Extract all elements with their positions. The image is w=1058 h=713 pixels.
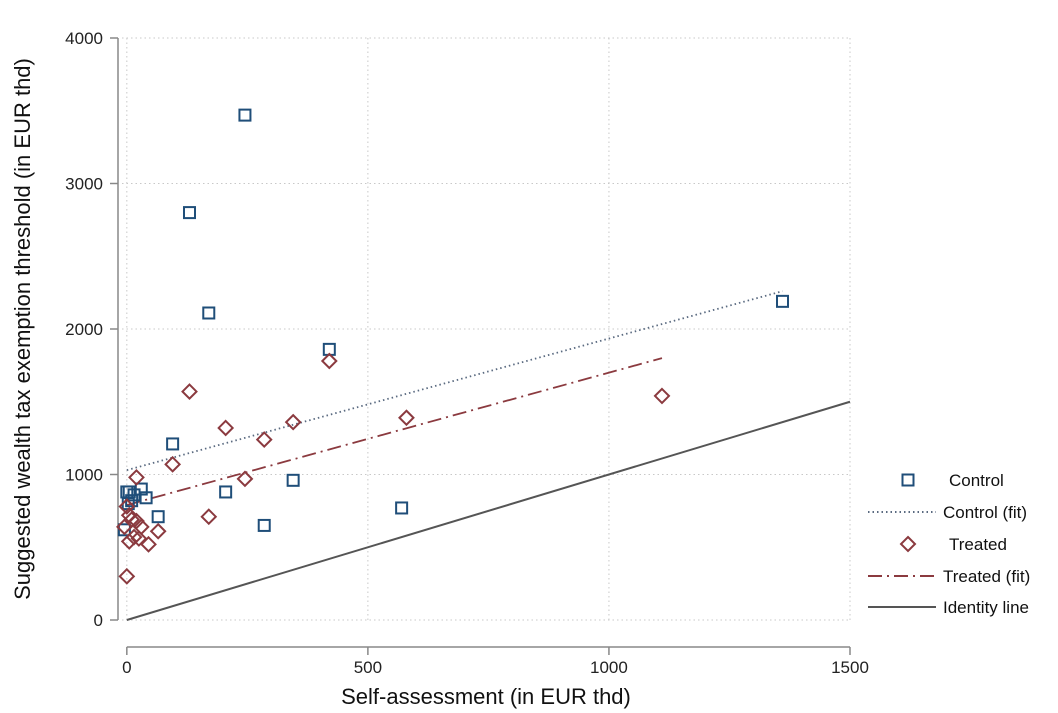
y-axis-title: Suggested wealth tax exemption threshold… xyxy=(10,58,35,600)
treated-point xyxy=(653,387,671,405)
control-point xyxy=(257,518,271,532)
control-point xyxy=(139,491,153,505)
legend-label-treated-fit: Treated (fit) xyxy=(943,567,1030,586)
legend: Control Control (fit) Treated Treated (fit)… xyxy=(868,471,1030,617)
legend-treated-marker xyxy=(899,535,917,553)
treated-point xyxy=(236,470,254,488)
x-tick-label: 0 xyxy=(122,658,131,677)
treated-point xyxy=(128,468,145,486)
series xyxy=(115,108,851,621)
x-tick-label: 1000 xyxy=(590,658,628,677)
tick-labels: 0 1000 2000 3000 4000 0 500 1000 1500 xyxy=(65,29,869,677)
y-tick-label: 3000 xyxy=(65,175,103,194)
control-point xyxy=(202,306,216,320)
y-tick-label: 2000 xyxy=(65,320,103,339)
grid-lines xyxy=(122,37,851,621)
treated-point xyxy=(140,535,157,553)
x-tick-label: 1500 xyxy=(831,658,869,677)
treated-point xyxy=(255,431,273,448)
y-tick-label: 1000 xyxy=(65,466,103,485)
treated-point xyxy=(200,508,218,526)
legend-label-control-fit: Control (fit) xyxy=(943,503,1027,522)
treated-point xyxy=(164,455,182,473)
x-axis-title: Self-assessment (in EUR thd) xyxy=(341,684,631,709)
treated-point xyxy=(217,419,235,437)
treated-fit-line xyxy=(126,357,663,506)
treated-point xyxy=(130,530,148,547)
treated-point xyxy=(398,409,415,427)
control-point xyxy=(776,294,790,308)
treated-point xyxy=(118,567,136,585)
treated-point xyxy=(149,522,167,540)
treated-point xyxy=(120,533,138,550)
axes xyxy=(110,37,851,655)
y-tick-label: 4000 xyxy=(65,29,103,48)
control-point xyxy=(238,108,252,122)
treated-point xyxy=(320,352,338,370)
y-tick-label: 0 xyxy=(94,611,103,630)
legend-label-identity-line: Identity line xyxy=(943,598,1029,617)
control-point xyxy=(286,473,300,487)
control-point xyxy=(395,501,409,515)
treated-point xyxy=(118,498,136,515)
x-tick-label: 500 xyxy=(354,658,382,677)
treated-point xyxy=(181,383,198,400)
control-fit-line xyxy=(126,290,783,472)
control-point xyxy=(182,206,196,220)
identity-line-line xyxy=(126,400,851,621)
control-point xyxy=(151,510,165,524)
legend-control-marker xyxy=(901,473,915,487)
legend-label-treated: Treated xyxy=(949,535,1007,554)
control-point xyxy=(219,485,233,499)
legend-label-control: Control xyxy=(949,471,1004,490)
treated-point xyxy=(115,518,133,536)
control-point xyxy=(166,437,180,451)
treated-point xyxy=(284,413,302,431)
